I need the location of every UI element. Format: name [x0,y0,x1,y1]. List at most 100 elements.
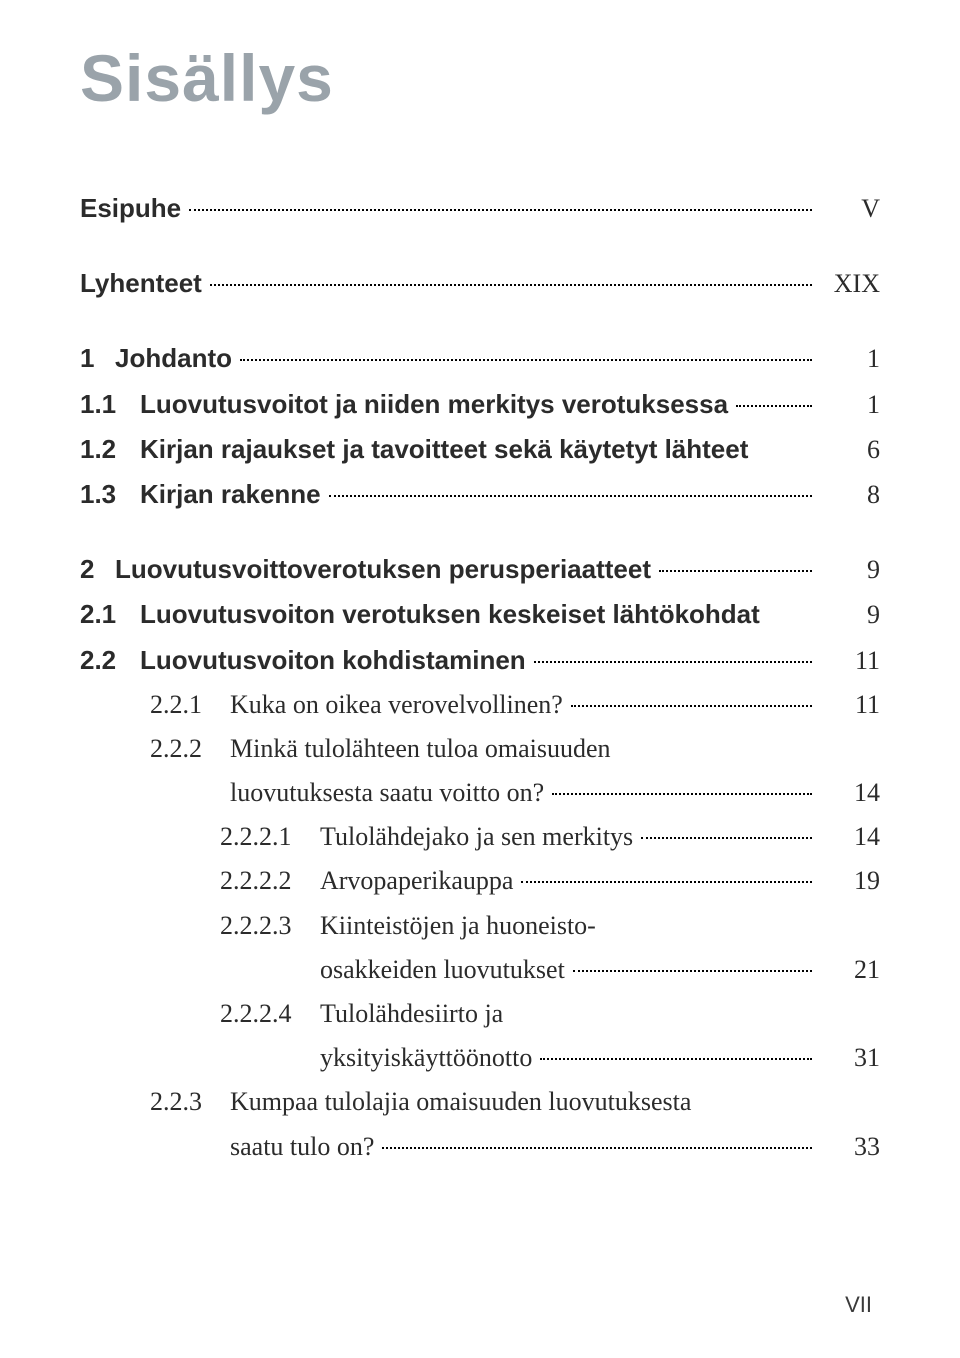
toc-entry-label: Luovutusvoitot ja niiden merkitys verotu… [140,382,728,426]
toc-entry-label: Minkä tulolähteen tuloa omaisuuden [230,727,611,771]
toc-line: 2.2.1Kuka on oikea verovelvollinen? 11 [150,683,880,727]
toc-entry-page: V [820,187,880,231]
toc-entry-number: 2.2.2.4 [220,992,320,1036]
toc-entry: 1.2Kirjan rajaukset ja tavoitteet sekä k… [80,427,880,472]
toc-leader [210,283,812,286]
toc-entry-number: 2.2.2 [150,727,230,771]
toc-entry-page: XIX [820,262,880,306]
toc-leader [189,208,812,211]
toc-entry-page: 8 [820,473,880,517]
toc-entry-number: 2.2.2.2 [220,859,320,903]
toc-line-continuation: saatu tulo on? 33 [150,1125,880,1169]
toc-entry-number: 2.2.2.1 [220,815,320,859]
toc-entry: 2.2Luovutusvoiton kohdistaminen 11 [80,638,880,683]
toc-entry-page: 9 [820,593,880,637]
toc-leader [571,704,812,707]
toc-entry-number: 2.2 [80,638,140,682]
page-title: Sisällys [80,40,880,116]
toc-line: 2Luovutusvoittoverotuksen perusperiaatte… [80,547,880,592]
toc-entry-label: Johdanto [115,336,232,380]
toc-entry-label-cont: yksityiskäyttöönotto [320,1036,532,1080]
toc-entry: 2.2.2.3Kiinteistöjen ja huoneisto-osakke… [80,904,880,992]
toc-entry-label: Kuka on oikea verovelvollinen? [230,683,563,727]
toc-entry-page: 33 [820,1125,880,1169]
toc-entry: 1.3Kirjan rakenne8 [80,472,880,517]
toc-entry-page: 21 [820,948,880,992]
toc-entry-page: 9 [820,548,880,592]
toc-line-continuation: osakkeiden luovutukset21 [220,948,880,992]
toc-entry-page: 11 [820,639,880,683]
toc-entry-page: 1 [820,383,880,427]
toc-section-gap [80,231,880,261]
page-footer-number: VII [845,1292,872,1318]
toc-entry: 2.2.2Minkä tulolähteen tuloa omaisuudenl… [80,727,880,815]
toc-entry-label: Esipuhe [80,186,181,230]
toc-leader [552,792,812,795]
toc-entry-number: 2.2.1 [150,683,230,727]
toc-leader [736,404,812,407]
toc-entry: Esipuhe V [80,186,880,231]
toc-line-continuation: luovutuksesta saatu voitto on?14 [150,771,880,815]
toc-line: 2.2.2.3Kiinteistöjen ja huoneisto- [220,904,880,948]
toc-entry-label: Lyhenteet [80,261,202,305]
toc-line: 2.2.2Minkä tulolähteen tuloa omaisuuden [150,727,880,771]
toc-entry-number: 2.1 [80,592,140,636]
toc-line: 2.2.3Kumpaa tulolajia omaisuuden luovutu… [150,1080,880,1124]
toc-line: 2.2.2.4Tulolähdesiirto ja [220,992,880,1036]
toc-entry-number: 1.2 [80,427,140,471]
toc-entry: 2.2.1Kuka on oikea verovelvollinen? 11 [80,683,880,727]
toc-section-gap [80,306,880,336]
toc-entry-number: 2.2.3 [150,1080,230,1124]
toc-entry: 2Luovutusvoittoverotuksen perusperiaatte… [80,547,880,592]
toc-line-continuation: yksityiskäyttöönotto 31 [220,1036,880,1080]
toc-entry-page: 14 [820,815,880,859]
toc-entry-label: Kumpaa tulolajia omaisuuden luovutuksest… [230,1080,691,1124]
toc-leader [240,358,812,361]
toc-entry-page: 31 [820,1036,880,1080]
toc-entry-label: Luovutusvoiton verotuksen keskeiset läht… [140,592,760,636]
toc-leader [659,569,812,572]
toc-entry-label: Arvopaperikauppa [320,859,513,903]
toc-leader [382,1146,812,1149]
toc-leader [573,969,812,972]
toc-entry-label: Luovutusvoittoverotuksen perusperiaattee… [115,547,651,591]
toc-entry-number: 1.1 [80,382,140,426]
toc-line: 1Johdanto1 [80,336,880,381]
toc-entry: 1.1Luovutusvoitot ja niiden merkitys ver… [80,382,880,427]
toc-line: 2.2.2.1Tulolähdejako ja sen merkitys 14 [220,815,880,859]
toc-leader [329,494,812,497]
toc-entry: 2.2.2.4Tulolähdesiirto jayksityiskäyttöö… [80,992,880,1080]
toc-entry: 2.1Luovutusvoiton verotuksen keskeiset l… [80,592,880,637]
toc-line: Lyhenteet XIX [80,261,880,306]
toc-entry-label: Kirjan rakenne [140,472,321,516]
toc-entry-number: 2.2.2.3 [220,904,320,948]
toc-line: 1.1Luovutusvoitot ja niiden merkitys ver… [80,382,880,427]
toc-entry-label: Tulolähdesiirto ja [320,992,503,1036]
toc-entry: 2.2.2.2Arvopaperikauppa 19 [80,859,880,903]
toc-leader [534,660,812,663]
toc-entry-page: 14 [820,771,880,815]
toc-entry-label: Tulolähdejako ja sen merkitys [320,815,633,859]
toc-entry-number: 1 [80,336,115,380]
toc-line: 1.2Kirjan rajaukset ja tavoitteet sekä k… [80,427,880,472]
toc-entry-label: Luovutusvoiton kohdistaminen [140,638,526,682]
toc-list: EsipuheVLyhenteetXIX1Johdanto11.1Luovutu… [80,186,880,1169]
toc-entry-label: Kiinteistöjen ja huoneisto- [320,904,596,948]
toc-line: 2.2Luovutusvoiton kohdistaminen 11 [80,638,880,683]
toc-line: 2.2.2.2Arvopaperikauppa 19 [220,859,880,903]
toc-entry-page: 6 [820,428,880,472]
toc-entry-label-cont: saatu tulo on? [230,1125,374,1169]
toc-entry: 2.2.2.1Tulolähdejako ja sen merkitys 14 [80,815,880,859]
toc-entry: Lyhenteet XIX [80,261,880,306]
toc-leader [641,836,812,839]
toc-entry-label: Kirjan rajaukset ja tavoitteet sekä käyt… [140,427,748,471]
toc-entry: 2.2.3Kumpaa tulolajia omaisuuden luovutu… [80,1080,880,1168]
toc-line: Esipuhe V [80,186,880,231]
toc-entry-page: 19 [820,859,880,903]
toc-page: Sisällys EsipuheVLyhenteetXIX1Johdanto11… [0,0,960,1358]
toc-leader [521,880,812,883]
toc-entry-page: 11 [820,683,880,727]
toc-entry-page: 1 [820,337,880,381]
toc-line: 1.3Kirjan rakenne8 [80,472,880,517]
toc-entry-number: 2 [80,547,115,591]
